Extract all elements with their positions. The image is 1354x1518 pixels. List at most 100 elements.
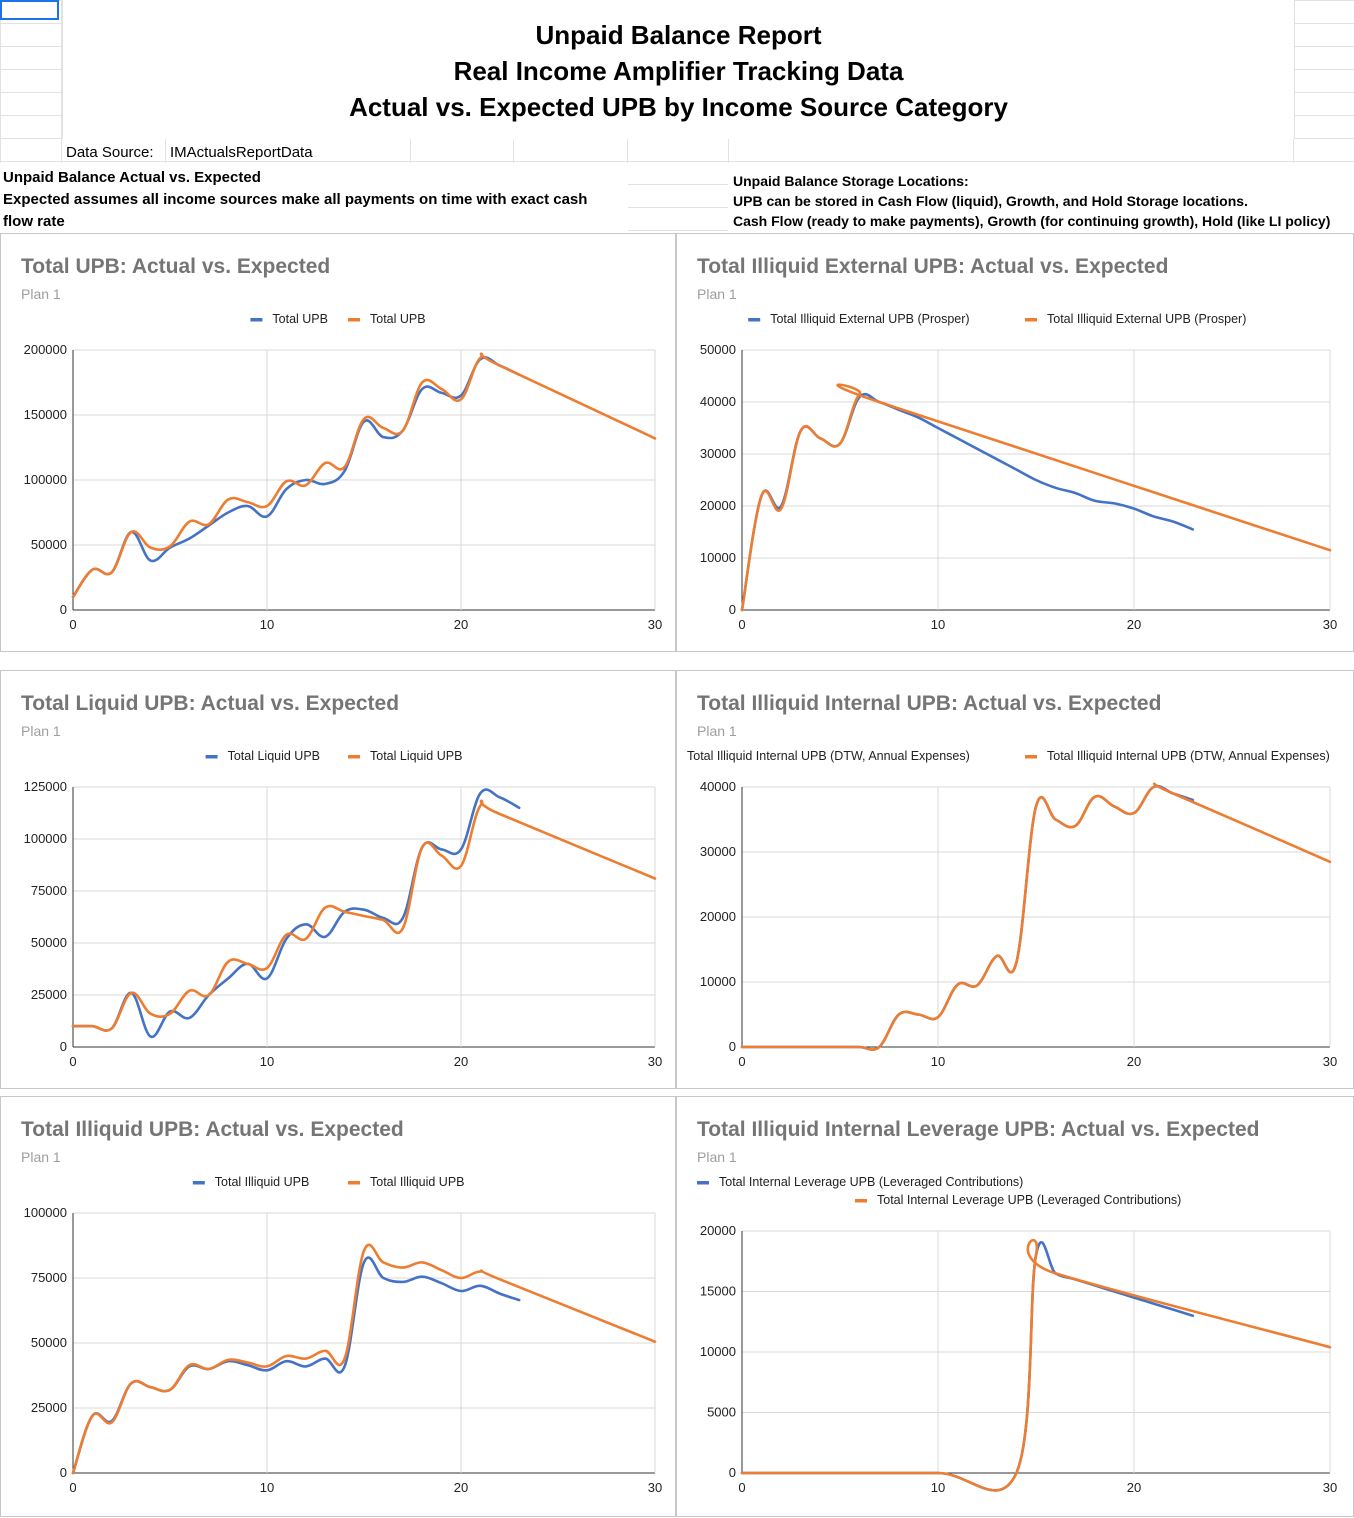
chart-legend: Total Illiquid Internal UPB (DTW, Annual… (687, 749, 1330, 763)
x-tick-label: 0 (738, 1054, 745, 1069)
right-note-line: UPB can be stored in Cash Flow (liquid),… (733, 193, 1248, 209)
series-line-expected[interactable] (740, 782, 1332, 1051)
legend-label: Total UPB (370, 312, 426, 326)
chart-illiquid-upb[interactable]: Total Illiquid UPB: Actual vs. Expected P… (0, 1096, 676, 1517)
y-tick-label: 100000 (24, 472, 67, 487)
y-tick-label: 30000 (700, 446, 736, 461)
chart-legend: Total Liquid UPB Total Liquid UPB (205, 749, 462, 763)
y-tick-label: 0 (729, 1465, 736, 1480)
y-tick-label: 200000 (24, 342, 67, 357)
right-note-line: Unpaid Balance Storage Locations: (733, 173, 969, 189)
y-tick-label: 50000 (700, 342, 736, 357)
legend-label: Total Liquid UPB (228, 749, 320, 763)
chart-subtitle: Plan 1 (21, 286, 61, 302)
y-tick-label: 10000 (700, 1344, 736, 1359)
y-tick-label: 0 (60, 1465, 67, 1480)
data-source-value[interactable]: IMActualsReportData (170, 144, 313, 161)
x-tick-label: 30 (1323, 1054, 1337, 1069)
y-tick-label: 125000 (24, 779, 67, 794)
legend-swatch (748, 318, 761, 322)
left-note: Unpaid Balance Actual vs. Expected Expec… (0, 163, 628, 233)
chart-legend: Total UPB Total UPB (250, 312, 426, 326)
chart-legend: Total Illiquid UPB Total Illiquid UPB (192, 1175, 465, 1189)
chart-legend: Total Illiquid External UPB (Prosper) Tot… (748, 312, 1246, 326)
chart-title: Total Liquid UPB: Actual vs. Expected (21, 692, 399, 715)
report-title: Unpaid Balance Report (535, 20, 822, 50)
y-tick-label: 40000 (700, 394, 736, 409)
series-line-expected[interactable] (71, 799, 657, 1032)
sheet-column-line (61, 0, 62, 235)
legend-swatch (205, 755, 218, 759)
chart-illiquid-external-upb[interactable]: Total Illiquid External UPB: Actual vs. … (676, 233, 1354, 652)
y-tick-label: 5000 (707, 1405, 736, 1420)
y-tick-label: 0 (729, 1039, 736, 1054)
legend-label: Total Illiquid Internal UPB (DTW, Annual… (1047, 749, 1330, 763)
legend-swatch (348, 1181, 360, 1185)
y-tick-label: 25000 (31, 987, 67, 1002)
y-tick-label: 50000 (31, 935, 67, 950)
x-tick-label: 0 (738, 1480, 745, 1495)
chart-subtitle: Plan 1 (697, 723, 737, 739)
legend-swatch (250, 318, 263, 322)
legend-swatch (697, 1181, 709, 1185)
y-tick-label: 0 (729, 602, 736, 617)
chart-title: Total Illiquid External UPB: Actual vs. … (697, 255, 1168, 278)
x-tick-label: 20 (1127, 1054, 1141, 1069)
chart-illiquid-internal-leverage-upb[interactable]: Total Illiquid Internal Leverage UPB: Ac… (676, 1096, 1354, 1517)
x-tick-label: 10 (931, 617, 945, 632)
selected-cell[interactable] (0, 0, 59, 20)
chart-liquid-upb[interactable]: Total Liquid UPB: Actual vs. Expected Pla… (0, 670, 676, 1089)
chart-subtitle: Plan 1 (21, 723, 61, 739)
x-tick-label: 10 (931, 1480, 945, 1495)
right-note: Unpaid Balance Storage Locations: UPB ca… (728, 163, 1354, 233)
y-tick-label: 100000 (24, 831, 67, 846)
x-tick-label: 20 (1127, 617, 1141, 632)
y-tick-label: 30000 (700, 844, 736, 859)
x-tick-label: 0 (69, 1480, 76, 1495)
legend-swatch (1025, 755, 1037, 759)
left-note-line: Unpaid Balance Actual vs. Expected (3, 169, 261, 186)
chart-svg: Total Illiquid External UPB: Actual vs. … (697, 255, 1337, 632)
series-line-actual[interactable] (71, 356, 521, 599)
y-tick-label: 100000 (24, 1205, 67, 1220)
legend-label: Total Illiquid External UPB (Prosper) (1047, 312, 1246, 326)
legend-label: Total Illiquid External UPB (Prosper) (770, 312, 969, 326)
chart-svg: Total Illiquid UPB: Actual vs. Expected P… (21, 1118, 662, 1495)
series-line-actual[interactable] (71, 1256, 521, 1475)
x-tick-label: 30 (648, 617, 662, 632)
chart-title: Total Illiquid Internal UPB: Actual vs. … (697, 692, 1161, 715)
data-source-label: Data Source: (66, 144, 154, 161)
series-line-actual[interactable] (740, 1241, 1195, 1492)
chart-subtitle: Plan 1 (697, 1149, 737, 1165)
series-line-actual[interactable] (740, 784, 1195, 1051)
x-tick-label: 10 (260, 617, 274, 632)
chart-title: Total Illiquid Internal Leverage UPB: Ac… (697, 1118, 1259, 1141)
x-tick-label: 10 (931, 1054, 945, 1069)
series-line-actual[interactable] (71, 788, 521, 1038)
x-tick-label: 20 (454, 617, 468, 632)
y-tick-label: 0 (60, 602, 67, 617)
x-tick-label: 30 (1323, 617, 1337, 632)
chart-illiquid-internal-upb[interactable]: Total Illiquid Internal UPB: Actual vs. … (676, 670, 1354, 1089)
chart-svg: Total Liquid UPB: Actual vs. Expected Pla… (21, 692, 662, 1069)
legend-label: Total Liquid UPB (370, 749, 462, 763)
report-heading: Actual vs. Expected UPB by Income Source… (349, 92, 1008, 122)
chart-svg: Total Illiquid Internal Leverage UPB: Ac… (697, 1118, 1337, 1495)
y-tick-label: 50000 (31, 537, 67, 552)
legend-label: Total Illiquid UPB (370, 1175, 465, 1189)
chart-svg: Total UPB: Actual vs. Expected Plan 1 Tota… (21, 255, 662, 632)
y-tick-label: 50000 (31, 1335, 67, 1350)
chart-title: Total Illiquid UPB: Actual vs. Expected (21, 1118, 404, 1141)
legend-swatch (348, 755, 360, 759)
y-tick-label: 20000 (700, 498, 736, 513)
series-line-expected[interactable] (71, 352, 657, 599)
report-subtitle: Real Income Amplifier Tracking Data (453, 56, 904, 86)
x-tick-label: 0 (69, 1054, 76, 1069)
chart-total-upb[interactable]: Total UPB: Actual vs. Expected Plan 1 Tota… (0, 233, 676, 652)
y-tick-label: 20000 (700, 909, 736, 924)
series-line-expected[interactable] (71, 1243, 657, 1475)
legend-label: Total Internal Leverage UPB (Leveraged C… (877, 1193, 1181, 1207)
series-line-expected[interactable] (740, 1238, 1332, 1492)
x-tick-label: 20 (454, 1480, 468, 1495)
series-line-expected[interactable] (740, 383, 1332, 612)
